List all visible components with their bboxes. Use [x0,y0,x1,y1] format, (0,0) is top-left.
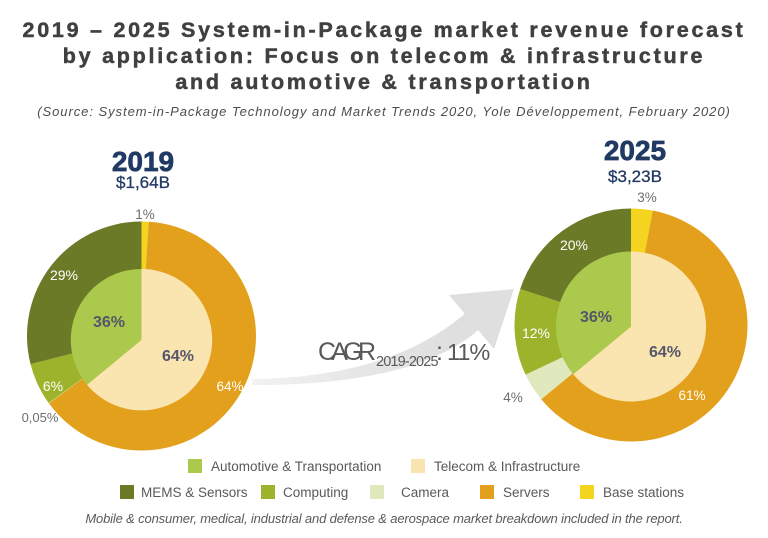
svg-text::: : [436,338,443,366]
svg-text:12%: 12% [522,325,550,341]
svg-text:64%: 64% [649,344,681,361]
svg-text:29%: 29% [50,267,78,283]
svg-text:0,05%: 0,05% [22,410,59,425]
svg-text:6%: 6% [43,378,63,394]
svg-text:36%: 36% [93,314,125,331]
svg-text:2019-2025: 2019-2025 [376,354,438,370]
svg-text:64%: 64% [162,348,194,365]
svg-text:11%: 11% [447,339,490,365]
svg-text:CAGR: CAGR [318,338,376,366]
svg-text:20%: 20% [560,237,588,253]
svg-text:4%: 4% [503,390,523,405]
svg-text:1%: 1% [135,207,155,222]
svg-text:3%: 3% [637,190,657,205]
svg-text:61%: 61% [678,388,705,403]
svg-text:64%: 64% [216,379,243,394]
svg-text:36%: 36% [580,309,612,326]
